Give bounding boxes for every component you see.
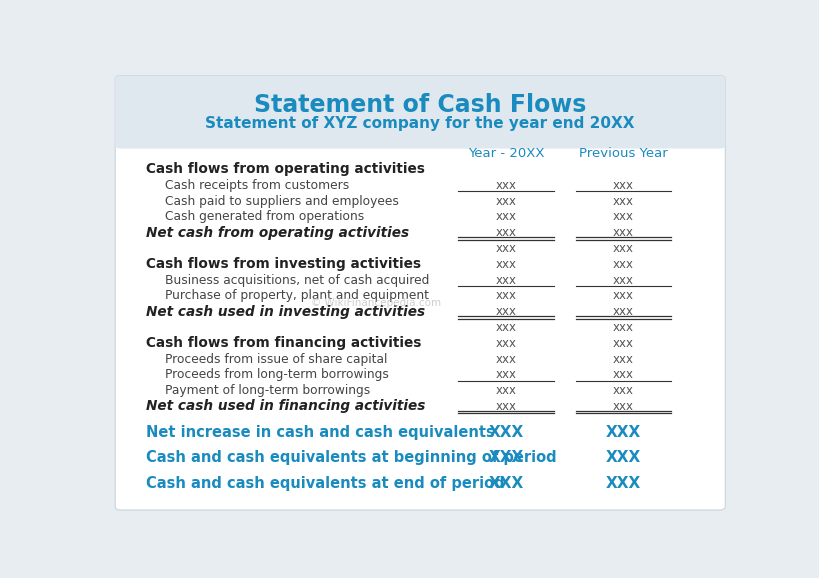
Text: XXX: XXX <box>605 450 640 465</box>
Text: xxx: xxx <box>613 226 633 239</box>
Text: Net cash used in investing activities: Net cash used in investing activities <box>146 305 424 318</box>
Text: © WikiFinancepedia.com: © WikiFinancepedia.com <box>310 298 441 308</box>
Text: Cash and cash equivalents at beginning of period: Cash and cash equivalents at beginning o… <box>146 450 555 465</box>
Text: Cash flows from financing activities: Cash flows from financing activities <box>146 336 421 350</box>
Text: xxx: xxx <box>613 210 633 224</box>
Text: xxx: xxx <box>613 242 633 255</box>
Text: xxx: xxx <box>613 273 633 287</box>
Text: xxx: xxx <box>613 321 633 334</box>
Text: Year - 20XX: Year - 20XX <box>467 147 544 161</box>
Text: xxx: xxx <box>495 368 516 381</box>
Text: xxx: xxx <box>495 195 516 208</box>
Text: XXX: XXX <box>605 476 640 491</box>
Text: xxx: xxx <box>613 195 633 208</box>
Text: xxx: xxx <box>495 353 516 366</box>
Text: Previous Year: Previous Year <box>578 147 667 161</box>
Text: xxx: xxx <box>613 368 633 381</box>
Text: XXX: XXX <box>488 450 523 465</box>
Text: Cash and cash equivalents at end of period: Cash and cash equivalents at end of peri… <box>146 476 504 491</box>
Text: xxx: xxx <box>495 258 516 271</box>
Text: Purchase of property, plant and equipment: Purchase of property, plant and equipmen… <box>165 290 428 302</box>
Text: xxx: xxx <box>495 321 516 334</box>
Text: Net increase in cash and cash equivalents: Net increase in cash and cash equivalent… <box>146 425 494 440</box>
Text: xxx: xxx <box>613 305 633 318</box>
Text: xxx: xxx <box>613 353 633 366</box>
FancyBboxPatch shape <box>115 76 724 149</box>
Text: xxx: xxx <box>613 384 633 397</box>
Text: XXX: XXX <box>605 425 640 440</box>
Text: XXX: XXX <box>488 476 523 491</box>
Text: xxx: xxx <box>495 179 516 192</box>
Text: xxx: xxx <box>613 179 633 192</box>
Text: xxx: xxx <box>495 273 516 287</box>
Text: xxx: xxx <box>495 400 516 413</box>
Text: xxx: xxx <box>495 210 516 224</box>
Text: Cash paid to suppliers and employees: Cash paid to suppliers and employees <box>165 195 398 208</box>
Text: Proceeds from long-term borrowings: Proceeds from long-term borrowings <box>165 368 388 381</box>
Text: xxx: xxx <box>613 258 633 271</box>
Text: xxx: xxx <box>495 242 516 255</box>
Text: Statement of XYZ company for the year end 20XX: Statement of XYZ company for the year en… <box>206 116 634 131</box>
Text: xxx: xxx <box>495 226 516 239</box>
Text: xxx: xxx <box>613 290 633 302</box>
FancyBboxPatch shape <box>115 76 724 510</box>
Text: xxx: xxx <box>613 337 633 350</box>
Text: Payment of long-term borrowings: Payment of long-term borrowings <box>165 384 369 397</box>
Text: Statement of Cash Flows: Statement of Cash Flows <box>254 93 586 117</box>
Text: xxx: xxx <box>495 337 516 350</box>
Text: Business acquisitions, net of cash acquired: Business acquisitions, net of cash acqui… <box>165 273 428 287</box>
Text: XXX: XXX <box>488 425 523 440</box>
Text: Cash flows from operating activities: Cash flows from operating activities <box>146 162 424 176</box>
Text: xxx: xxx <box>613 400 633 413</box>
Text: Cash receipts from customers: Cash receipts from customers <box>165 179 349 192</box>
Text: Net cash used in financing activities: Net cash used in financing activities <box>146 399 424 413</box>
Text: xxx: xxx <box>495 384 516 397</box>
Text: Proceeds from issue of share capital: Proceeds from issue of share capital <box>165 353 387 366</box>
Text: Net cash from operating activities: Net cash from operating activities <box>146 225 409 240</box>
Text: Cash flows from investing activities: Cash flows from investing activities <box>146 257 420 271</box>
Text: xxx: xxx <box>495 305 516 318</box>
Text: xxx: xxx <box>495 290 516 302</box>
Text: Cash generated from operations: Cash generated from operations <box>165 210 364 224</box>
